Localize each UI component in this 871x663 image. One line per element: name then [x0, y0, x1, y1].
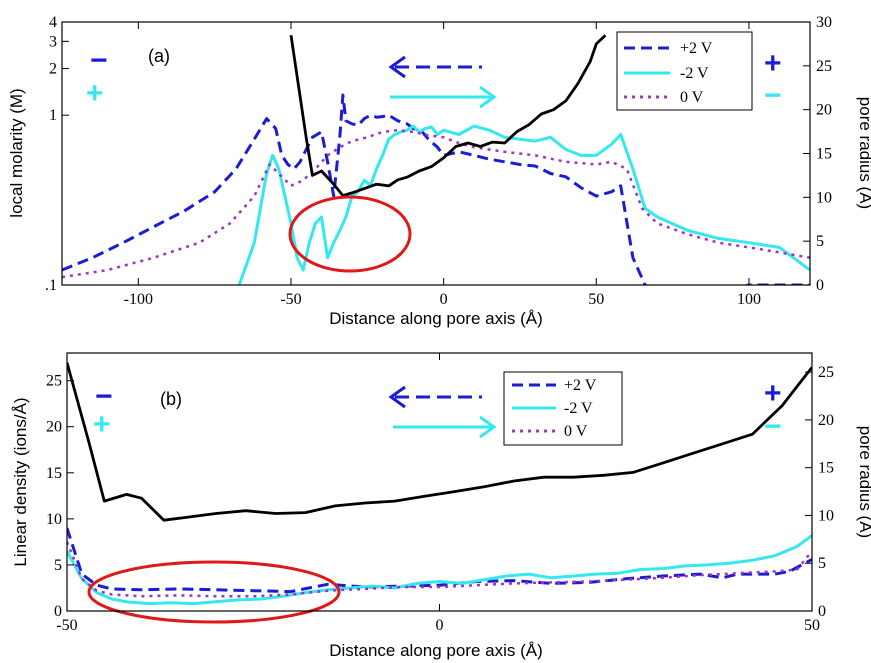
- panel-b-y2-tick-label: 10: [818, 507, 834, 524]
- panel-b-y2-axis-title: pore radius (Å): [856, 426, 871, 538]
- panel-a-y-tick-label: 2: [49, 61, 57, 78]
- panel-a-legend-label-zerov: 0 V: [680, 89, 704, 106]
- panel-b-plus-sign-right: +: [764, 377, 782, 410]
- panel-a-y-axis-title: local molarity (M): [7, 88, 26, 217]
- panel-a: -100 -50 0 50 100 .1 1 2 3 4 0 5 10 15 20 25 30 (a) Di…: [7, 14, 871, 328]
- panel-b-y-ticks: 0 5 10 15 20 25: [46, 373, 74, 620]
- panel-a-x-tick-label: -100: [124, 291, 153, 308]
- panel-a-x-tick-label: 50: [588, 291, 604, 308]
- panel-a-minus-sign-right: −: [764, 79, 782, 112]
- panel-a-legend-label-minus2v: -2 V: [680, 65, 709, 82]
- panel-a-plus-sign-left: +: [86, 77, 104, 110]
- panel-a-x-tick-label: 100: [737, 291, 761, 308]
- panel-b-legend-label-plus2v: +2 V: [564, 377, 597, 394]
- panel-b-series: [67, 362, 812, 606]
- panel-b-plus-sign-left: +: [93, 408, 111, 441]
- panel-b-x-axis-title: Distance along pore axis (Å): [329, 641, 543, 660]
- panel-a-y2-tick-label: 15: [816, 146, 832, 163]
- panel-b-y2-tick-label: 20: [818, 412, 834, 429]
- panel-b-series-minus2v: [67, 534, 812, 606]
- panel-a-series: [62, 34, 810, 285]
- panel-a-left-arrow: [388, 55, 482, 79]
- highlight-ellipse-a: [288, 195, 412, 273]
- panel-a-minus-sign-left: −: [90, 44, 108, 77]
- panel-b-y-tick-label: 5: [54, 557, 62, 574]
- panel-b-y-axis-title: Linear density (ions/Å): [11, 397, 30, 566]
- panel-a-y-tick-label: 1: [49, 107, 57, 124]
- panel-b-minus-sign-left: −: [95, 380, 113, 413]
- panel-b-y-tick-label: 25: [46, 373, 62, 390]
- panel-b-y2-tick-label: 25: [818, 364, 834, 381]
- panel-b-y2-ticks: 0 5 10 15 20 25: [805, 364, 834, 620]
- panel-b-x-tick-label: 0: [436, 617, 444, 634]
- panel-b-y2-tick-label: 0: [818, 603, 826, 620]
- panel-b-right-arrow: [393, 415, 497, 439]
- panel-b-y-tick-label: 0: [54, 603, 62, 620]
- panel-b-y-tick-label: 20: [46, 419, 62, 436]
- panel-a-series-poreradius: [289, 34, 607, 198]
- panel-a-x-tick-label: -50: [280, 291, 301, 308]
- panel-b-series-0v: [67, 541, 812, 598]
- panel-a-y2-tick-label: 0: [816, 277, 824, 294]
- panel-b-series-poreradius: [67, 362, 812, 522]
- panel-b-x-ticks: -50 0 50: [56, 353, 820, 634]
- panel-b-minus-sign-right: −: [764, 410, 782, 443]
- panel-b-series-plus2v: [67, 527, 812, 594]
- panel-b-left-arrow: [388, 385, 482, 409]
- panel-a-x-axis-title: Distance along pore axis (Å): [329, 309, 543, 328]
- panel-b-y-tick-label: 10: [46, 511, 62, 528]
- panel-a-series-minus2v: [237, 124, 810, 285]
- panel-a-legend-box: [616, 31, 753, 111]
- panel-a-y2-tick-label: 20: [816, 102, 832, 119]
- panel-a-series-plus2v: [62, 93, 810, 285]
- panel-a-y2-tick-label: 30: [816, 14, 832, 31]
- panel-b-y2-tick-label: 5: [818, 555, 826, 572]
- panel-a-y2-axis-title: pore radius (Å): [856, 97, 871, 209]
- panel-a-x-ticks: -100 -50 0 50 100: [124, 22, 761, 308]
- panel-a-y2-ticks: 0 5 10 15 20 25 30: [803, 14, 832, 294]
- panel-a-y-tick-label: 3: [49, 33, 57, 50]
- highlight-ellipse-b: [87, 560, 341, 624]
- panel-a-plus-sign-right: +: [764, 47, 782, 80]
- panel-a-x-tick-label: 0: [440, 291, 448, 308]
- panel-a-label: (a): [148, 46, 170, 66]
- panel-a-y2-tick-label: 25: [816, 58, 832, 75]
- panel-b-y-tick-label: 15: [46, 465, 62, 482]
- panel-b-x-tick-label: 50: [804, 617, 820, 634]
- panel-b-legend-label-minus2v: -2 V: [564, 400, 593, 417]
- panel-b-legend: +2 V -2 V 0 V: [503, 371, 623, 446]
- panel-b-label: (b): [160, 389, 182, 409]
- panel-b-y2-tick-label: 15: [818, 460, 834, 477]
- panel-a-y2-tick-label: 10: [816, 189, 832, 206]
- panel-a-series-0v: [62, 128, 810, 279]
- panel-b-x-tick-label: -50: [56, 617, 77, 634]
- panel-a-y-ticks: .1 1 2 3 4: [45, 14, 69, 294]
- panel-a-legend-label-plus2v: +2 V: [680, 40, 713, 57]
- panel-a-y2-tick-label: 5: [816, 233, 824, 250]
- panel-a-y-tick-label: .1: [45, 277, 57, 294]
- panel-a-legend: +2 V -2 V 0 V: [616, 31, 753, 111]
- panel-b-legend-label-zerov: 0 V: [564, 423, 588, 440]
- panel-a-right-arrow: [390, 85, 497, 109]
- panel-a-y-tick-label: 4: [49, 14, 57, 31]
